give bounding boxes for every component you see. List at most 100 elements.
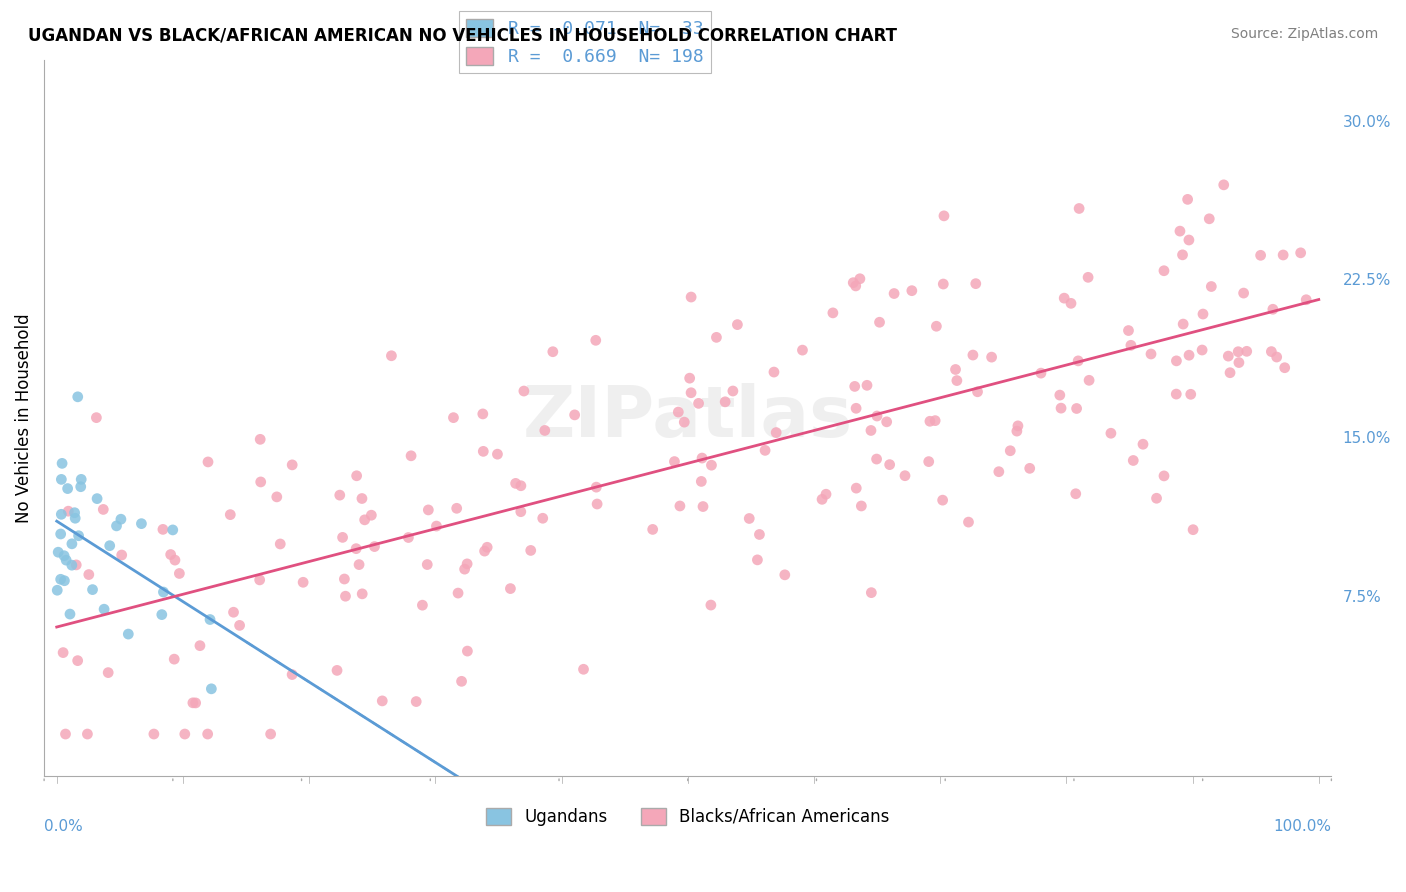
Point xyxy=(706,330,728,344)
Point xyxy=(66,390,89,404)
Point xyxy=(1118,324,1140,338)
Point xyxy=(1132,437,1154,451)
Point xyxy=(688,396,710,410)
Point xyxy=(851,499,873,513)
Point xyxy=(49,527,72,541)
Point xyxy=(111,548,134,562)
Point xyxy=(46,583,69,598)
Point xyxy=(162,523,184,537)
Point xyxy=(1180,387,1202,401)
Point xyxy=(1168,224,1191,238)
Point xyxy=(396,531,419,545)
Point xyxy=(443,410,465,425)
Point xyxy=(63,506,86,520)
Point xyxy=(249,475,271,489)
Point xyxy=(1227,344,1250,359)
Point xyxy=(65,558,87,572)
Point xyxy=(197,455,219,469)
Point xyxy=(773,567,796,582)
Point xyxy=(987,465,1010,479)
Legend: Ugandans, Blacks/African Americans: Ugandans, Blacks/African Americans xyxy=(479,801,896,832)
Point xyxy=(405,695,427,709)
Point xyxy=(150,607,173,622)
Point xyxy=(51,508,73,522)
Point xyxy=(91,502,114,516)
Point xyxy=(446,501,468,516)
Point xyxy=(564,408,586,422)
Point xyxy=(163,553,186,567)
Point xyxy=(859,424,882,438)
Point xyxy=(509,505,531,519)
Point xyxy=(55,727,77,741)
Point xyxy=(585,480,607,494)
Point xyxy=(347,558,370,572)
Point xyxy=(1178,233,1201,247)
Point xyxy=(725,318,748,332)
Point xyxy=(738,511,761,525)
Point xyxy=(931,493,953,508)
Text: 22.5%: 22.5% xyxy=(1343,274,1391,288)
Point xyxy=(363,540,385,554)
Point xyxy=(1166,354,1188,368)
Point xyxy=(173,727,195,741)
Text: ZIPatlas: ZIPatlas xyxy=(523,384,853,452)
Point xyxy=(1182,523,1205,537)
Point xyxy=(418,503,440,517)
Point xyxy=(932,277,955,291)
Point xyxy=(519,543,541,558)
Point xyxy=(66,654,89,668)
Text: 0.0%: 0.0% xyxy=(44,819,83,834)
Point xyxy=(1289,245,1312,260)
Point xyxy=(572,662,595,676)
Point xyxy=(1166,387,1188,401)
Point xyxy=(97,665,120,680)
Point xyxy=(586,497,609,511)
Point xyxy=(53,574,76,588)
Point xyxy=(965,277,987,291)
Point xyxy=(1153,264,1175,278)
Point xyxy=(509,479,531,493)
Point xyxy=(1077,270,1099,285)
Point xyxy=(918,414,941,428)
Point xyxy=(1233,286,1256,301)
Point xyxy=(474,544,496,558)
Point xyxy=(821,306,844,320)
Point xyxy=(281,458,304,472)
Point xyxy=(98,539,121,553)
Point xyxy=(93,602,115,616)
Point xyxy=(353,513,375,527)
Point xyxy=(1029,366,1052,380)
Point xyxy=(117,627,139,641)
Point xyxy=(966,384,988,399)
Point xyxy=(475,541,498,555)
Point xyxy=(198,613,221,627)
Point xyxy=(681,385,703,400)
Point xyxy=(131,516,153,531)
Point xyxy=(360,508,382,523)
Point xyxy=(1050,401,1073,416)
Point xyxy=(67,529,90,543)
Point xyxy=(51,456,73,470)
Point xyxy=(1005,424,1028,438)
Point xyxy=(472,444,495,458)
Point xyxy=(842,276,865,290)
Text: 100.0%: 100.0% xyxy=(1274,819,1331,834)
Point xyxy=(486,447,509,461)
Point xyxy=(266,490,288,504)
Point xyxy=(332,530,354,544)
Point xyxy=(1219,366,1241,380)
Point xyxy=(1066,401,1088,416)
Point xyxy=(765,425,787,440)
Point xyxy=(499,582,522,596)
Point xyxy=(894,468,917,483)
Point xyxy=(222,605,245,619)
Point xyxy=(352,587,374,601)
Point xyxy=(1146,491,1168,506)
Point xyxy=(925,319,948,334)
Point xyxy=(53,549,76,563)
Point xyxy=(292,575,315,590)
Point xyxy=(269,537,291,551)
Point xyxy=(326,664,349,678)
Point xyxy=(1218,349,1240,363)
Point xyxy=(450,674,472,689)
